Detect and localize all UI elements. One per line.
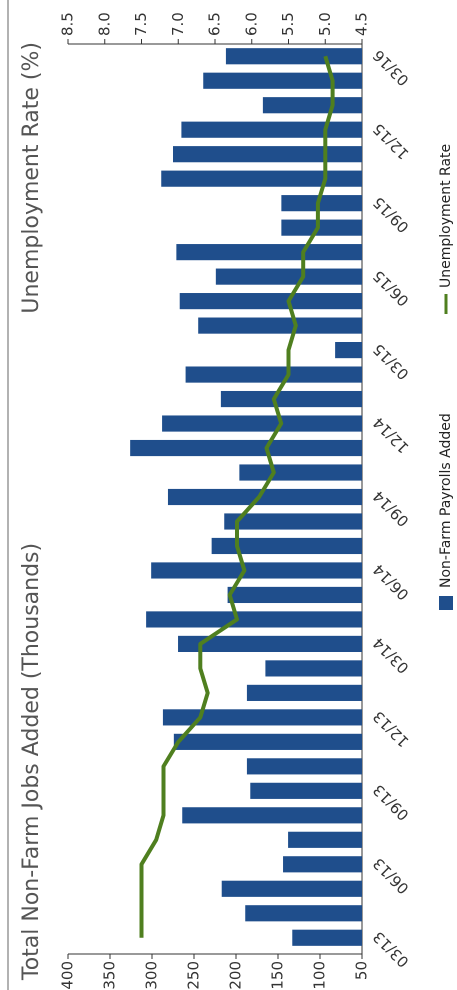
- bar: [246, 758, 362, 775]
- y2-tick-label: 7.5: [132, 12, 150, 36]
- bar: [239, 464, 362, 481]
- bar: [176, 244, 362, 261]
- y-tick-label: 300: [143, 961, 161, 990]
- bar: [179, 293, 362, 310]
- x-tick-label: 09/13: [369, 781, 412, 824]
- left-title: Total Non-Farm Jobs Added (Thousands): [19, 543, 44, 981]
- bar: [151, 562, 362, 579]
- bar: [281, 195, 362, 212]
- y2-tick-label: 8.0: [95, 12, 113, 36]
- y-tick-label: 100: [311, 961, 329, 990]
- bar: [246, 684, 362, 701]
- y2-tick-label: 7.0: [169, 12, 187, 36]
- x-tick-label: 09/14: [369, 487, 412, 530]
- y-tick-label: 400: [59, 961, 77, 990]
- x-tick-label: 03/15: [369, 340, 412, 383]
- bar: [281, 219, 362, 236]
- y-tick-label: 200: [227, 961, 245, 990]
- bar: [146, 611, 362, 628]
- bar: [181, 121, 362, 138]
- x-tick-label: 12/15: [369, 120, 412, 163]
- bar: [198, 317, 362, 334]
- x-tick-label: 09/15: [369, 193, 412, 236]
- bar: [335, 342, 362, 359]
- bar: [225, 48, 362, 65]
- bar: [288, 831, 362, 848]
- x-tick-label: 03/13: [369, 928, 412, 971]
- bar: [220, 390, 362, 408]
- bar: [178, 635, 362, 652]
- y-tick-label: 250: [185, 961, 203, 990]
- bar: [211, 537, 362, 555]
- bar: [250, 782, 362, 799]
- bar: [224, 513, 362, 530]
- bar: [203, 72, 362, 89]
- y-tick-label: 150: [269, 961, 287, 990]
- x-tick-label: 03/16: [369, 46, 412, 89]
- y-tick-label: 350: [101, 961, 119, 990]
- rotated-chart: Total Non-Farm Jobs Added (Thousands) Un…: [7, 0, 454, 990]
- x-tick-label: 06/13: [369, 854, 412, 897]
- line: [139, 55, 335, 938]
- bar: [162, 415, 362, 432]
- bar: [162, 709, 362, 726]
- x-tick-label: 06/15: [369, 267, 412, 310]
- bar: [161, 170, 362, 187]
- bar: [245, 905, 363, 922]
- y2-tick-label: 4.5: [353, 12, 371, 36]
- x-tick-label: 03/14: [369, 634, 412, 677]
- bar: [292, 929, 362, 946]
- bar: [182, 807, 362, 824]
- right-title: Unemployment Rate (%): [19, 42, 44, 314]
- y2-tick-label: 8.5: [59, 12, 77, 36]
- y-tick-label: 50: [353, 961, 371, 980]
- legend-swatch: [439, 596, 453, 610]
- y2-tick-label: 6.0: [242, 12, 260, 36]
- legend-label: Unemployment Rate: [438, 144, 454, 288]
- bar: [227, 586, 362, 604]
- bar: [262, 97, 363, 114]
- bar: [130, 439, 362, 457]
- bar: [283, 856, 363, 873]
- bar: [173, 146, 362, 163]
- x-tick-label: 12/13: [369, 707, 412, 750]
- bar: [221, 880, 362, 897]
- bar: [167, 488, 362, 506]
- y2-tick-label: 6.5: [206, 12, 224, 36]
- y2-tick-label: 5.0: [316, 12, 334, 36]
- bar: [185, 366, 362, 383]
- bar: [265, 660, 362, 677]
- x-tick-label: 06/14: [369, 560, 412, 603]
- legend-label: Non-Farm Payrolls Added: [438, 413, 454, 588]
- y2-tick-label: 5.5: [279, 12, 297, 36]
- bar: [173, 733, 362, 750]
- bar: [215, 268, 362, 285]
- x-tick-label: 12/14: [369, 414, 412, 457]
